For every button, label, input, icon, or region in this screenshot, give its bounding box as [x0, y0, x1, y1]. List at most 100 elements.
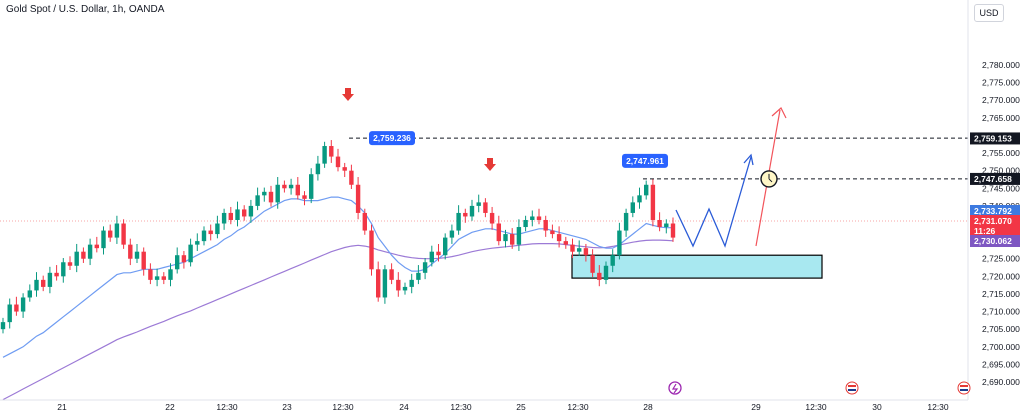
candle-body: [456, 212, 461, 231]
lightning-event-glyph: [671, 383, 679, 394]
candle-body: [74, 251, 79, 266]
y-tick-label: 2,705.000: [982, 324, 1020, 334]
currency-selector[interactable]: USD: [974, 4, 1004, 22]
candle-body: [228, 212, 233, 220]
candle-body: [416, 272, 421, 280]
candle-body: [563, 241, 568, 245]
price-callout-label: 2,747.961: [626, 156, 664, 166]
candle-body: [215, 223, 220, 235]
candle-body: [128, 244, 133, 259]
x-tick-label: 21: [57, 402, 67, 412]
candle-body: [87, 244, 93, 259]
projected-path-arrowhead: [743, 153, 754, 166]
candle-body: [657, 219, 662, 228]
us-flag-event-icon: [957, 381, 971, 395]
swing-high-arrow-head: [342, 94, 354, 101]
candle-body: [570, 244, 575, 252]
candle-body: [20, 297, 26, 312]
candle-body: [295, 184, 300, 196]
candle-body: [510, 234, 515, 245]
candle-body: [322, 146, 327, 164]
candle-body: [302, 195, 307, 199]
candle-body: [188, 244, 193, 263]
candle-body: [268, 191, 274, 203]
y-tick-label: 2,765.000: [982, 113, 1020, 123]
x-tick-label: 12:30: [805, 402, 827, 412]
candle-body: [221, 212, 227, 224]
candle-body: [27, 290, 32, 298]
ema-fast-line: [2, 196, 673, 358]
us-flag-stripe: [960, 385, 968, 387]
y-tick-label: 2,750.000: [982, 166, 1020, 176]
candle-body: [369, 230, 374, 270]
candle-body: [382, 269, 388, 298]
x-tick-label: 12:30: [927, 402, 949, 412]
projected-path-line: [675, 156, 752, 248]
target-arrowhead: [771, 107, 787, 119]
y-tick-label: 2,745.000: [982, 183, 1020, 193]
candle-body: [429, 251, 434, 263]
lightning-event-icon: [668, 381, 682, 395]
candle-body: [61, 262, 66, 277]
us-flag-stripe: [848, 389, 856, 391]
candle-body: [47, 272, 53, 287]
us-flag-stripe: [848, 385, 856, 387]
x-tick-label: 23: [282, 402, 292, 412]
candle-body: [94, 244, 99, 249]
candle-body: [248, 205, 254, 217]
candle-body: [14, 304, 19, 312]
candle-body: [536, 216, 542, 220]
candle-body: [376, 269, 381, 298]
price-tag-label: 2,730.062: [974, 236, 1012, 246]
candle-body: [41, 279, 46, 287]
x-tick-label: 12:30: [216, 402, 238, 412]
candle-body: [543, 219, 548, 231]
candle-body: [255, 195, 260, 206]
y-tick-label: 2,690.000: [982, 377, 1020, 387]
x-tick-label: 12:30: [567, 402, 589, 412]
candle-body: [436, 251, 441, 256]
candle-body: [161, 276, 166, 280]
candle-body: [610, 255, 615, 266]
candle-body: [275, 184, 280, 203]
swing-high-arrow-head: [484, 164, 496, 171]
x-tick-label: 28: [643, 402, 653, 412]
candle-body: [409, 279, 414, 287]
x-tick-label: 30: [872, 402, 882, 412]
candle-body: [583, 248, 589, 256]
candle-body: [389, 269, 394, 280]
ema-slow-line: [2, 239, 674, 401]
y-tick-label: 2,780.000: [982, 60, 1020, 70]
price-tag-label: 2,731.070: [974, 216, 1012, 226]
price-tag-box: [970, 172, 1020, 185]
candle-body: [597, 272, 602, 280]
candle-body: [530, 216, 535, 220]
candle-body: [67, 262, 73, 266]
candle-body: [235, 209, 240, 220]
candle-body: [168, 269, 173, 280]
price-callout-box: [622, 153, 668, 168]
candle-body: [396, 279, 401, 291]
candle-body: [469, 205, 475, 217]
candle-body: [422, 262, 428, 273]
price-tag-box: [970, 132, 1020, 145]
candle-body: [114, 223, 120, 238]
candle-body: [134, 251, 140, 259]
candle-body: [644, 184, 649, 196]
candle-body: [623, 212, 629, 231]
candle-body: [630, 202, 635, 213]
candle-body: [154, 276, 160, 280]
price-tag-box: [970, 215, 1020, 227]
candle-body: [242, 209, 247, 217]
candle-body: [489, 212, 495, 224]
candle-body: [664, 223, 669, 228]
candle-body: [402, 286, 408, 291]
candle-body: [7, 304, 12, 323]
candle-body: [288, 184, 294, 189]
candle-body: [329, 146, 334, 157]
price-tag-label: 2,759.153: [974, 133, 1012, 143]
candle-body: [81, 251, 86, 259]
us-flag-stripe: [960, 389, 968, 391]
candle-body: [282, 184, 287, 189]
